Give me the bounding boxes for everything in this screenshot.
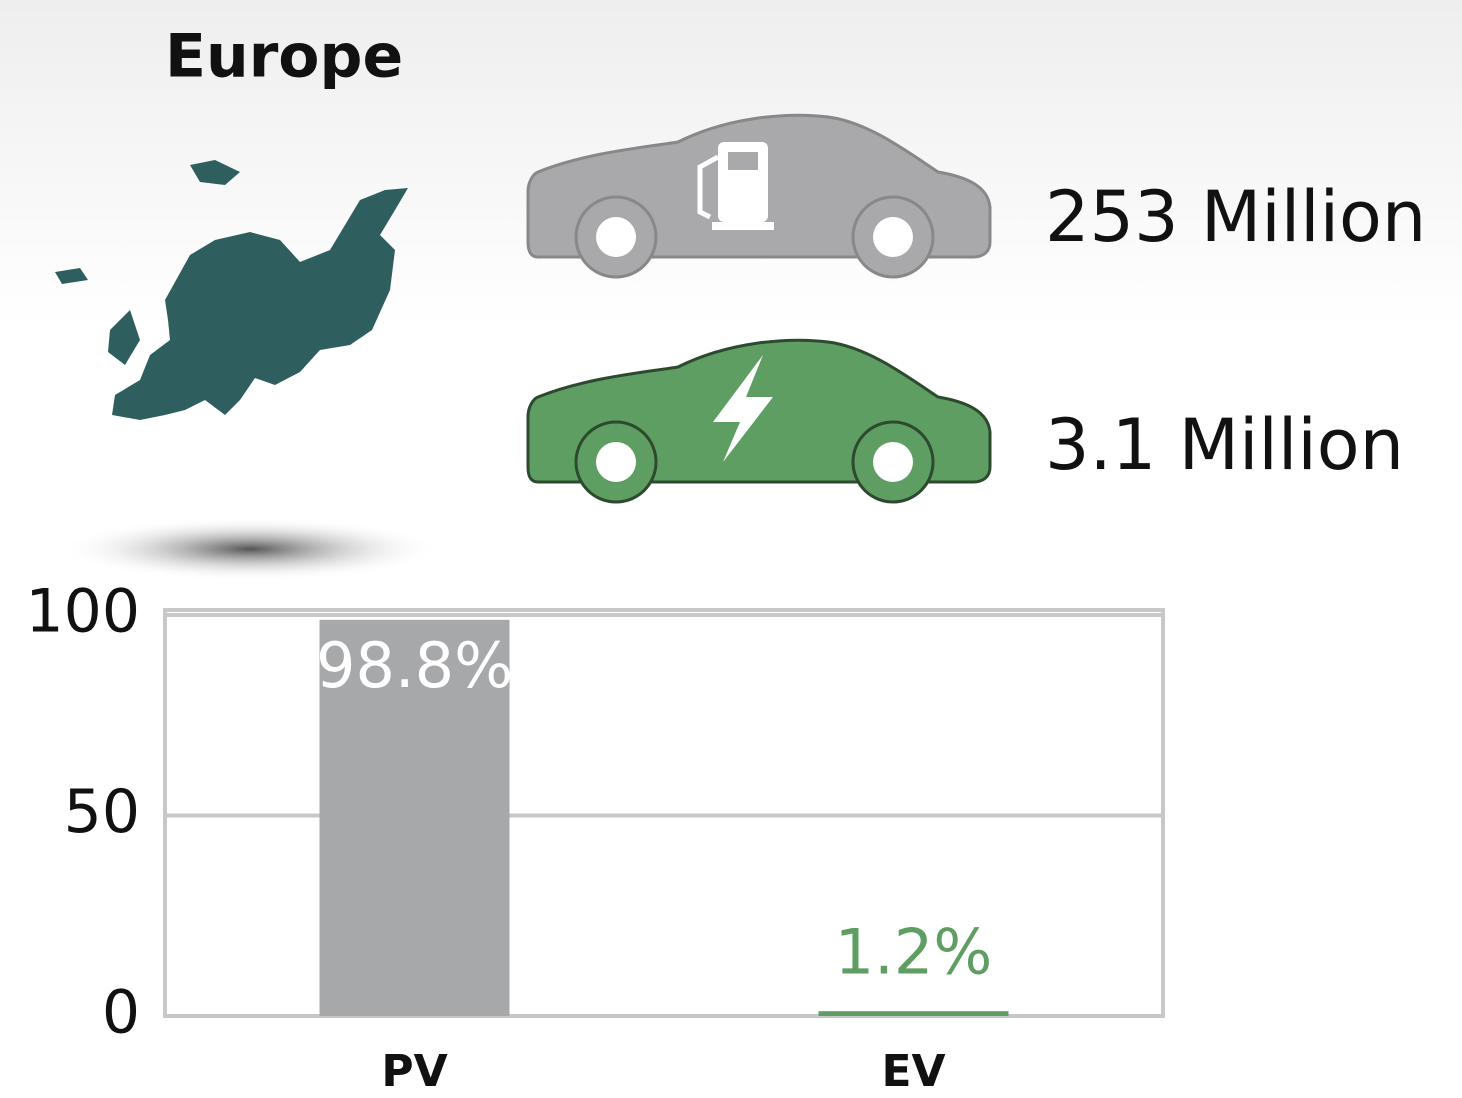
- electric-car-icon: [526, 338, 992, 504]
- value-label: 98.8%: [316, 629, 513, 702]
- region-title: Europe: [165, 22, 403, 92]
- electric-car-count: 3.1 Million: [1045, 404, 1404, 486]
- bar: [319, 619, 510, 1016]
- value-label: 1.2%: [835, 915, 993, 988]
- y-tick-label: 0: [102, 978, 140, 1048]
- y-tick-label: 100: [25, 577, 140, 647]
- y-tick-label: 50: [64, 777, 140, 847]
- map-shadow: [60, 517, 440, 581]
- x-tick-label: EV: [881, 1046, 945, 1097]
- europe-map: [55, 160, 408, 420]
- x-tick-label: PV: [381, 1046, 447, 1097]
- fuel-car-count: 253 Million: [1045, 176, 1426, 258]
- bar: [818, 1011, 1009, 1016]
- fuel-car-icon: [526, 113, 992, 279]
